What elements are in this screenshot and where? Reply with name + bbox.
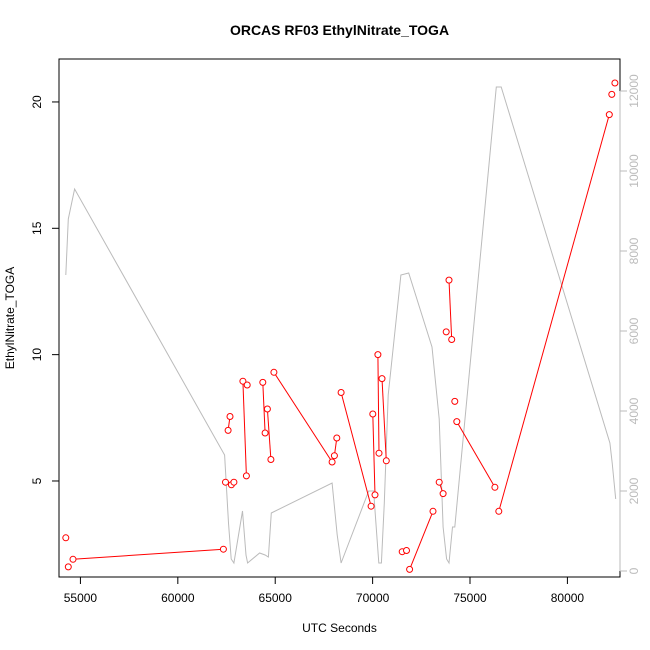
data-point <box>242 472 250 480</box>
y2-tick-label: 12000 <box>627 74 641 108</box>
y2-tick-label: 2000 <box>627 477 641 504</box>
series-primary-segment <box>381 378 387 461</box>
y2-tick-label: 4000 <box>627 397 641 424</box>
data-point <box>69 555 77 563</box>
data-point <box>382 457 390 465</box>
data-point <box>491 483 499 491</box>
data-point <box>367 502 375 510</box>
data-point <box>224 426 232 434</box>
series-primary-segment <box>72 548 224 560</box>
data-point <box>219 545 227 553</box>
y2-tick-label: 8000 <box>627 237 641 264</box>
x-tick-label: 55000 <box>64 591 98 605</box>
x-tick-label: 65000 <box>259 591 293 605</box>
data-point <box>267 456 275 463</box>
series-primary-segment <box>262 382 266 434</box>
series-primary-segment <box>498 114 610 512</box>
data-point <box>439 490 447 498</box>
data-point <box>239 377 247 385</box>
plot-area <box>62 79 619 573</box>
series-primary-segment <box>242 381 247 476</box>
series-primary-segment <box>266 408 272 460</box>
data-point <box>495 507 503 515</box>
data-point <box>261 429 269 437</box>
series-secondary-line <box>65 86 617 565</box>
data-point <box>263 405 271 413</box>
data-point <box>378 375 386 383</box>
x-tick-label: 60000 <box>161 591 195 605</box>
x-tick-label: 70000 <box>356 591 390 605</box>
data-point <box>337 389 345 396</box>
y2-tick-label: 6000 <box>627 317 641 344</box>
data-point <box>453 418 461 426</box>
x-axis: 55000 60000 65000 70000 75000 80000 <box>64 576 585 605</box>
data-point <box>259 378 267 386</box>
y-tick-label: 5 <box>30 477 44 484</box>
series-primary-segment <box>377 354 380 454</box>
data-point <box>374 351 382 359</box>
data-point <box>445 276 453 284</box>
data-point <box>64 563 72 571</box>
data-point <box>226 413 234 420</box>
chart-title: ORCAS RF03 EthylNitrate_TOGA <box>230 22 449 38</box>
x-tick-label: 80000 <box>551 591 585 605</box>
data-point <box>243 381 251 389</box>
y-tick-label: 10 <box>30 348 44 362</box>
series-primary-segment <box>448 280 453 340</box>
data-point <box>375 449 383 457</box>
series-primary-segment <box>273 372 333 463</box>
series-primary-segment <box>409 511 434 570</box>
data-point <box>328 458 336 466</box>
data-point <box>369 410 377 418</box>
data-point <box>448 336 456 343</box>
data-point <box>605 111 613 119</box>
data-point <box>608 90 616 98</box>
y2-tick-label: 0 <box>627 567 641 574</box>
y2-axis: 0 2000 4000 6000 8000 10000 12000 <box>619 74 641 574</box>
series-primary-segment <box>372 413 376 495</box>
y-axis-label: EthylNitrate_TOGA <box>3 267 17 369</box>
data-point <box>62 534 70 542</box>
data-point <box>435 478 443 486</box>
data-point <box>403 547 410 554</box>
y-tick-label: 15 <box>30 221 44 235</box>
x-tick-label: 75000 <box>453 591 487 605</box>
series-primary-segment <box>456 421 496 488</box>
y2-tick-label: 10000 <box>627 154 641 188</box>
y-tick-label: 20 <box>30 95 44 109</box>
series-primary-segment <box>340 392 372 507</box>
data-point <box>611 79 619 87</box>
data-point <box>371 491 379 499</box>
data-point <box>451 397 459 405</box>
y-axis: 5 10 15 20 <box>30 95 60 484</box>
data-point <box>333 434 341 442</box>
data-point <box>222 478 229 486</box>
x-axis-label: UTC Seconds <box>302 621 377 635</box>
data-point <box>230 478 238 486</box>
plot-frame <box>58 58 621 578</box>
data-point <box>330 452 338 460</box>
data-point <box>406 565 414 573</box>
data-point <box>270 368 278 376</box>
data-point <box>429 507 437 515</box>
data-point <box>442 328 450 336</box>
